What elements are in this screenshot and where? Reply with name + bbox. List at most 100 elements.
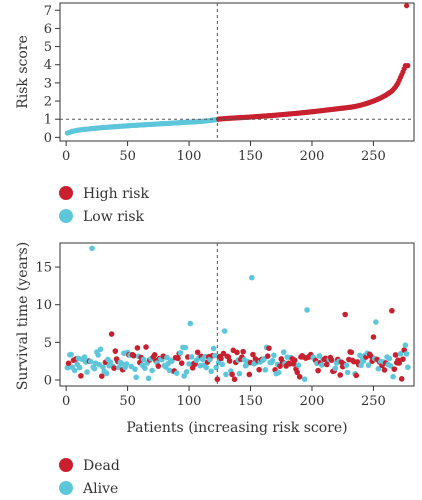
survival-point-dead bbox=[78, 373, 84, 379]
survival-point-alive bbox=[188, 354, 195, 360]
survival-y-tick-label: 15 bbox=[35, 261, 52, 276]
survival-point-alive bbox=[133, 374, 140, 381]
survival-point-dead bbox=[214, 376, 221, 383]
risk-y-tick-label: 2 bbox=[44, 95, 52, 110]
survival-point-alive bbox=[210, 345, 217, 352]
survival-point-alive bbox=[89, 245, 95, 252]
survival-point-alive bbox=[304, 307, 310, 313]
survival-point-dead bbox=[291, 357, 298, 364]
risk-x-tick-label: 200 bbox=[300, 149, 325, 164]
survival-point-dead bbox=[328, 357, 335, 363]
survival-y-tick-label: 0 bbox=[44, 373, 52, 388]
survival-point-dead bbox=[381, 367, 388, 373]
survival-point-alive bbox=[403, 351, 410, 357]
survival-point-dead bbox=[294, 369, 301, 376]
survival-point-alive bbox=[97, 346, 104, 353]
survival-point-alive bbox=[357, 352, 363, 359]
risk-x-tick-label: 50 bbox=[119, 149, 136, 164]
legend-low-risk-label: Low risk bbox=[83, 209, 145, 225]
survival-x-tick-label: 250 bbox=[361, 394, 386, 409]
survival-axes: 0 50 100 150 200 250 0 5 10 15 bbox=[35, 261, 385, 409]
survival-point-alive bbox=[390, 373, 396, 380]
survival-point-alive bbox=[213, 364, 219, 371]
survival-point-alive bbox=[71, 367, 78, 374]
survival-point-dead bbox=[111, 365, 117, 371]
survival-point-dead bbox=[256, 366, 262, 373]
survival-point-alive bbox=[319, 362, 325, 368]
survival-y-tick-label: 5 bbox=[44, 336, 52, 351]
survival-point-alive bbox=[405, 364, 411, 371]
risk-x-tick-label: 250 bbox=[361, 149, 386, 164]
survival-point-alive bbox=[181, 373, 187, 379]
survival-x-tick-label: 100 bbox=[177, 394, 202, 409]
risk-y-tick-label: 4 bbox=[44, 58, 52, 73]
survival-point-alive bbox=[387, 363, 394, 369]
survival-point-dead bbox=[240, 348, 246, 355]
survival-point-alive bbox=[68, 351, 74, 358]
survival-point-dead bbox=[266, 345, 272, 351]
survival-point-alive bbox=[140, 356, 147, 363]
survival-point-alive bbox=[64, 364, 71, 371]
legend-dead-label: Dead bbox=[83, 458, 120, 474]
survival-point-alive bbox=[212, 352, 218, 359]
survival-point-alive bbox=[91, 365, 98, 372]
survival-point-alive bbox=[332, 365, 339, 372]
risk-y-tick-label: 7 bbox=[44, 4, 52, 19]
survival-point-alive bbox=[375, 365, 382, 372]
survival-point-dead bbox=[348, 349, 355, 356]
survival-point-dead bbox=[392, 352, 399, 358]
survival-point-alive bbox=[76, 364, 83, 371]
survival-y-tick-label: 10 bbox=[35, 298, 52, 313]
survival-point-dead bbox=[175, 355, 181, 362]
survival-x-tick-label: 200 bbox=[300, 394, 325, 409]
survival-points bbox=[64, 245, 411, 383]
survival-point-dead bbox=[130, 352, 137, 359]
survival-point-alive bbox=[177, 350, 184, 356]
legend-low-risk-marker bbox=[59, 209, 73, 223]
survival-point-dead bbox=[398, 376, 405, 382]
survival-point-dead bbox=[194, 349, 201, 356]
survival-point-alive bbox=[386, 355, 393, 362]
survival-point-alive bbox=[269, 357, 276, 364]
survival-y-axis-title: Survival time (years) bbox=[15, 242, 31, 390]
survival-point-alive bbox=[236, 370, 243, 377]
survival-point-dead bbox=[315, 367, 321, 374]
survival-point-dead bbox=[353, 372, 360, 379]
survival-point-alive bbox=[397, 350, 404, 357]
survival-point-dead bbox=[112, 348, 119, 354]
survival-point-dead bbox=[151, 352, 158, 358]
survival-point-alive bbox=[118, 360, 125, 367]
risk-x-tick-label: 150 bbox=[238, 149, 263, 164]
survival-plot-frame bbox=[59, 242, 415, 387]
survival-point-alive bbox=[149, 367, 155, 374]
survival-point-alive bbox=[402, 342, 409, 349]
survival-point-dead bbox=[277, 363, 283, 369]
survival-point-dead bbox=[246, 371, 253, 378]
survival-point-alive bbox=[295, 362, 302, 368]
survival-point-dead bbox=[396, 360, 403, 366]
survival-point-dead bbox=[391, 366, 398, 372]
risk-y-tick-label: 0 bbox=[44, 131, 52, 146]
survival-point-dead bbox=[155, 363, 162, 369]
survival-point-alive bbox=[187, 320, 194, 327]
risk-group-legend: High risk Low risk bbox=[59, 186, 149, 225]
legend-alive-label: Alive bbox=[82, 481, 118, 497]
survival-point-dead bbox=[389, 307, 395, 314]
risk-x-tick-label: 100 bbox=[177, 149, 202, 164]
survival-point-alive bbox=[203, 364, 210, 371]
risk-point-high bbox=[405, 63, 411, 69]
survival-point-alive bbox=[262, 367, 269, 373]
risk-score-plot-frame bbox=[59, 2, 415, 142]
survival-point-dead bbox=[342, 311, 348, 318]
survival-point-alive bbox=[169, 358, 175, 364]
survival-point-alive bbox=[81, 354, 88, 360]
survival-point-dead bbox=[400, 356, 406, 362]
survival-point-dead bbox=[218, 355, 224, 362]
survival-point-dead bbox=[65, 360, 72, 367]
survival-point-dead bbox=[323, 361, 330, 368]
survival-point-dead bbox=[337, 372, 344, 378]
legend-high-risk-marker bbox=[59, 186, 73, 200]
survival-point-alive bbox=[219, 361, 226, 368]
survival-point-alive bbox=[173, 370, 180, 376]
